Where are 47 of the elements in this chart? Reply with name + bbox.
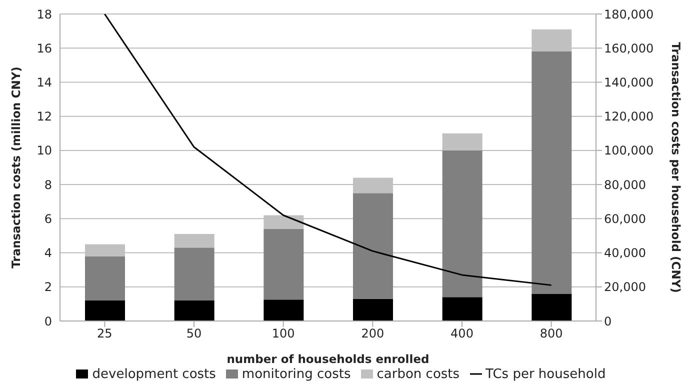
line-series [104,14,552,286]
y-tick-label: 0 [44,314,52,328]
y2-tick-label: 40,000 [604,246,646,260]
y2-tick-label: 160,000 [604,41,654,56]
bar [174,300,214,321]
legend-label: carbon costs [376,367,460,382]
x-tick-label: 200 [361,326,384,341]
y2-axis-title: Transaction costs per household (CNY) [668,42,683,293]
x-tick-label: 800 [540,326,563,341]
bar [353,193,393,299]
bar [85,256,125,301]
y-tick-label: 14 [36,75,52,90]
legend-label: TCs per household [486,367,606,382]
y-tick-label: 10 [36,144,52,158]
y2-tick-label: 0 [604,314,612,328]
y-tick-label: 2 [44,280,52,294]
y-tick-label: 16 [36,41,52,56]
y2-tick-label: 120,000 [604,110,654,124]
x-axis-title: number of households enrolled [226,352,430,366]
y2-tick-label: 180,000 [604,7,654,22]
x-tick-label: 100 [272,326,295,341]
bar [264,300,304,321]
bar [442,150,482,298]
legend-label: monitoring costs [242,367,351,382]
bar [174,234,214,248]
y2-tick-label: 100,000 [604,144,654,158]
y-tick-label: 8 [44,178,52,192]
x-tick-label: 50 [186,326,202,341]
x-tick-label: 25 [97,326,112,341]
y2-tick-label: 140,000 [604,75,654,90]
legend-label: development costs [92,367,216,382]
x-tick-label: 400 [450,326,474,341]
bar [264,228,304,300]
bar [532,52,572,294]
y-tick-label: 6 [44,212,52,226]
y-tick-label: 12 [36,110,52,124]
bar [532,294,572,321]
y-tick-label: 4 [44,246,52,260]
y2-tick-label: 60,000 [604,212,646,226]
y2-tick-label: 80,000 [604,178,646,192]
bar [442,297,482,321]
bar [174,248,214,301]
y2-tick-label: 20,000 [604,280,646,294]
bar [85,300,125,321]
y-tick-label: 18 [36,7,52,22]
bar [353,298,393,321]
y-axis-title: Transaction costs (million CNY) [9,66,24,268]
